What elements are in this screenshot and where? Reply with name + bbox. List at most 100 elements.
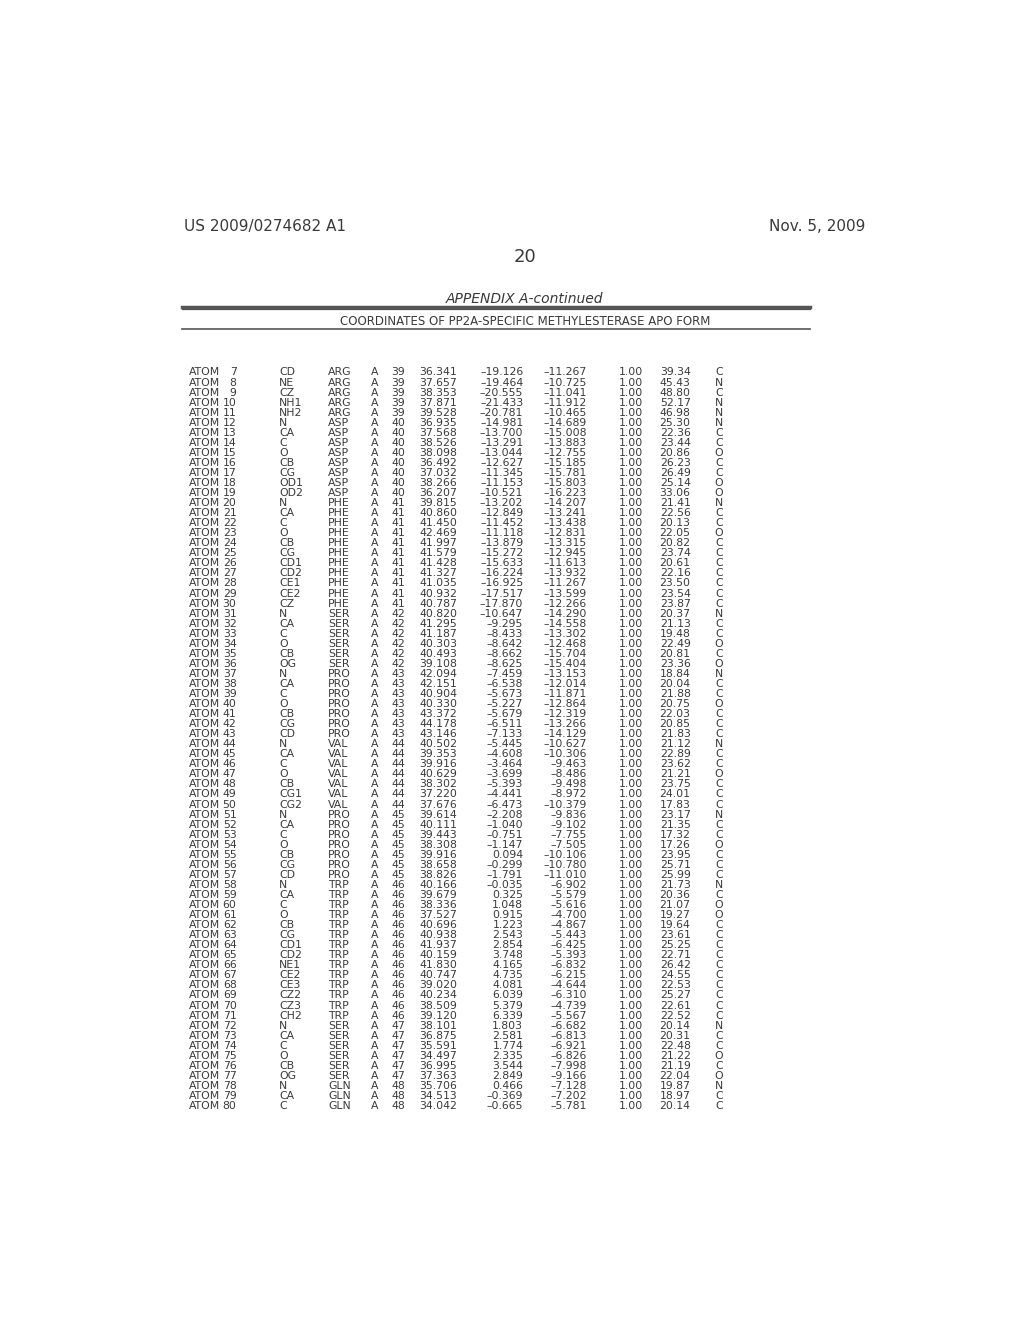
Text: 48: 48: [392, 1090, 406, 1101]
Text: 31: 31: [223, 609, 237, 619]
Text: 40.904: 40.904: [420, 689, 458, 700]
Text: A: A: [371, 659, 378, 669]
Text: CB: CB: [280, 920, 294, 931]
Text: 1.00: 1.00: [620, 920, 643, 931]
Text: –19.126: –19.126: [480, 367, 523, 378]
Text: ATOM: ATOM: [188, 739, 220, 750]
Text: –13.153: –13.153: [544, 669, 587, 678]
Text: CB: CB: [280, 649, 294, 659]
Text: 14: 14: [223, 438, 237, 447]
Text: ASP: ASP: [328, 417, 349, 428]
Text: A: A: [371, 417, 378, 428]
Text: O: O: [715, 909, 723, 920]
Text: 1.774: 1.774: [493, 1040, 523, 1051]
Text: A: A: [371, 447, 378, 458]
Text: 45: 45: [392, 820, 406, 830]
Text: 21.12: 21.12: [659, 739, 690, 750]
Text: 43.146: 43.146: [420, 729, 458, 739]
Text: A: A: [371, 1031, 378, 1040]
Text: 46: 46: [392, 909, 406, 920]
Text: 1.00: 1.00: [620, 981, 643, 990]
Text: 17.26: 17.26: [659, 840, 690, 850]
Text: 1.00: 1.00: [620, 759, 643, 770]
Text: –12.468: –12.468: [544, 639, 587, 648]
Text: 58: 58: [223, 880, 237, 890]
Text: –12.945: –12.945: [544, 548, 587, 558]
Text: O: O: [715, 659, 723, 669]
Text: OG: OG: [280, 1071, 296, 1081]
Text: 22.36: 22.36: [659, 428, 690, 438]
Text: A: A: [371, 508, 378, 519]
Text: 80: 80: [222, 1101, 237, 1111]
Text: 41: 41: [223, 709, 237, 719]
Text: CD: CD: [280, 367, 295, 378]
Text: –4.644: –4.644: [551, 981, 587, 990]
Text: PHE: PHE: [328, 548, 350, 558]
Text: 22.05: 22.05: [659, 528, 690, 539]
Text: –16.223: –16.223: [544, 488, 587, 498]
Text: ATOM: ATOM: [188, 779, 220, 789]
Text: CB: CB: [280, 539, 294, 548]
Text: ASP: ASP: [328, 458, 349, 467]
Text: A: A: [371, 920, 378, 931]
Text: 45.43: 45.43: [659, 378, 690, 388]
Text: 45: 45: [392, 830, 406, 840]
Text: 13: 13: [223, 428, 237, 438]
Text: 40.303: 40.303: [420, 639, 458, 648]
Text: –13.932: –13.932: [544, 569, 587, 578]
Text: ATOM: ATOM: [188, 850, 220, 859]
Text: 46: 46: [392, 880, 406, 890]
Text: TRP: TRP: [328, 990, 349, 1001]
Text: C: C: [716, 850, 723, 859]
Text: 1.00: 1.00: [620, 628, 643, 639]
Text: ASP: ASP: [328, 469, 349, 478]
Text: C: C: [716, 750, 723, 759]
Text: A: A: [371, 931, 378, 940]
Text: 21.83: 21.83: [659, 729, 690, 739]
Text: 1.00: 1.00: [620, 709, 643, 719]
Text: C: C: [716, 1011, 723, 1020]
Text: ATOM: ATOM: [188, 438, 220, 447]
Text: 21.73: 21.73: [659, 880, 690, 890]
Text: –14.290: –14.290: [544, 609, 587, 619]
Text: 41: 41: [392, 558, 406, 569]
Text: ATOM: ATOM: [188, 397, 220, 408]
Text: 41.187: 41.187: [420, 628, 458, 639]
Text: 43: 43: [392, 678, 406, 689]
Text: –15.704: –15.704: [544, 649, 587, 659]
Text: –1.147: –1.147: [486, 840, 523, 850]
Text: ATOM: ATOM: [188, 981, 220, 990]
Text: A: A: [371, 840, 378, 850]
Text: ATOM: ATOM: [188, 1031, 220, 1040]
Text: C: C: [716, 709, 723, 719]
Text: 64: 64: [223, 940, 237, 950]
Text: –12.864: –12.864: [544, 700, 587, 709]
Text: 36.207: 36.207: [420, 488, 458, 498]
Text: –13.883: –13.883: [544, 438, 587, 447]
Text: 43: 43: [392, 709, 406, 719]
Text: ATOM: ATOM: [188, 639, 220, 648]
Text: 1.00: 1.00: [620, 970, 643, 981]
Text: CG: CG: [280, 931, 295, 940]
Text: –11.912: –11.912: [544, 397, 587, 408]
Text: O: O: [280, 1051, 288, 1061]
Text: –10.379: –10.379: [544, 800, 587, 809]
Text: CD: CD: [280, 870, 295, 880]
Text: 37.657: 37.657: [420, 378, 458, 388]
Text: –14.981: –14.981: [480, 417, 523, 428]
Text: 41.450: 41.450: [420, 519, 458, 528]
Text: 44: 44: [392, 789, 406, 800]
Text: 42.094: 42.094: [420, 669, 458, 678]
Text: 46.98: 46.98: [659, 408, 690, 417]
Text: N: N: [280, 1081, 288, 1090]
Text: ATOM: ATOM: [188, 940, 220, 950]
Text: 1.00: 1.00: [620, 689, 643, 700]
Text: 47: 47: [392, 1051, 406, 1061]
Text: 2.543: 2.543: [493, 931, 523, 940]
Text: ATOM: ATOM: [188, 539, 220, 548]
Text: 6.039: 6.039: [493, 990, 523, 1001]
Text: A: A: [371, 850, 378, 859]
Text: –20.555: –20.555: [480, 388, 523, 397]
Text: 45: 45: [392, 859, 406, 870]
Text: 40.166: 40.166: [420, 880, 458, 890]
